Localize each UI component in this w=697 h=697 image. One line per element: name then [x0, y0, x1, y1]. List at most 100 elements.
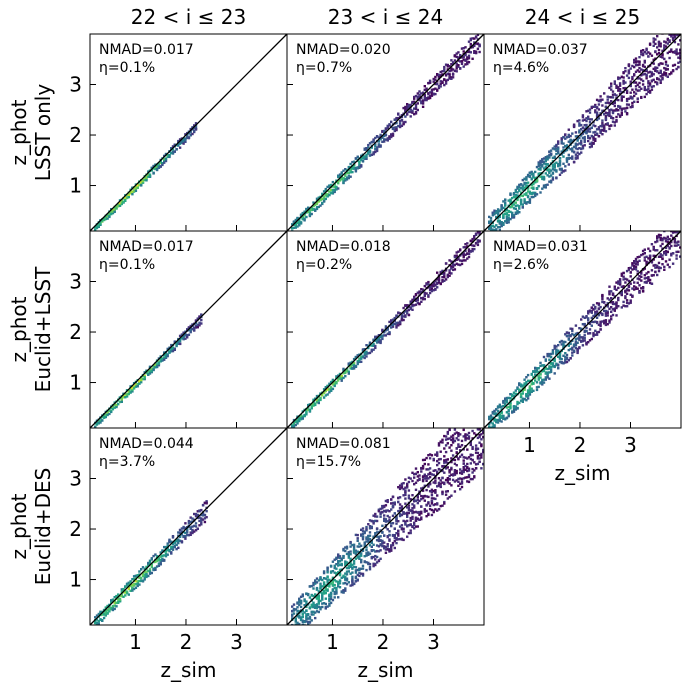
- density-cell: [553, 145, 556, 148]
- density-cell: [301, 609, 304, 612]
- density-cell: [495, 232, 497, 234]
- density-cell: [388, 123, 391, 126]
- density-cell: [342, 376, 345, 380]
- density-cell: [414, 107, 418, 110]
- density-cell: [564, 361, 567, 364]
- density-cell: [292, 603, 296, 606]
- density-cell: [329, 582, 333, 585]
- density-cell: [681, 23, 683, 25]
- density-cell: [140, 377, 143, 380]
- density-cell: [631, 262, 634, 265]
- density-cell: [507, 408, 510, 412]
- density-cell: [360, 158, 363, 162]
- density-cell: [338, 563, 342, 566]
- density-cell: [537, 168, 540, 171]
- density-cell: [351, 578, 354, 581]
- density-cell: [473, 41, 476, 44]
- density-cell: [633, 260, 636, 263]
- density-cell: [544, 172, 547, 175]
- density-cell: [681, 19, 683, 21]
- density-cell: [643, 259, 646, 262]
- density-cell: [414, 293, 418, 297]
- density-cell: [132, 385, 136, 389]
- density-cell: [168, 350, 171, 353]
- density-cell: [322, 577, 326, 580]
- density-cell: [152, 171, 155, 174]
- density-cell: [356, 573, 359, 577]
- density-cell: [525, 202, 528, 205]
- density-cell: [567, 135, 570, 138]
- density-cell: [615, 304, 618, 307]
- density-cell: [349, 367, 352, 370]
- density-cell: [338, 568, 342, 572]
- density-cell: [315, 586, 319, 590]
- density-cell: [331, 576, 335, 579]
- density-cell: [467, 40, 471, 43]
- density-cell: [326, 571, 329, 574]
- density-cell: [333, 183, 336, 186]
- density-cell: [347, 176, 350, 180]
- density-cell: [574, 147, 578, 150]
- density-cell: [314, 580, 317, 583]
- density-cell: [402, 315, 405, 318]
- density-cell: [301, 217, 304, 221]
- density-cell: [606, 123, 609, 126]
- density-cell: [186, 336, 189, 339]
- density-cell: [516, 212, 519, 215]
- density-cell: [402, 527, 405, 530]
- density-cell: [102, 616, 106, 620]
- density-cell: [634, 81, 638, 84]
- density-cell: [546, 168, 549, 171]
- density-cell: [372, 564, 375, 568]
- density-cell: [189, 516, 192, 519]
- density-cell: [610, 301, 613, 304]
- density-cell: [395, 128, 398, 131]
- density-cell: [163, 558, 166, 562]
- density-cell: [324, 589, 327, 592]
- density-cell: [171, 145, 175, 148]
- density-cell: [560, 140, 563, 144]
- density-cell: [645, 276, 648, 280]
- density-cell: [675, 14, 677, 16]
- density-cell: [576, 119, 579, 123]
- density-cell: [558, 360, 562, 364]
- density-cell: [450, 67, 453, 70]
- density-cell: [448, 65, 451, 68]
- density-cell: [478, 50, 481, 54]
- density-cell: [578, 338, 581, 342]
- density-cell: [677, 34, 680, 37]
- density-cell: [104, 414, 107, 418]
- density-cell: [407, 308, 411, 312]
- density-cell: [305, 215, 308, 219]
- density-cell: [496, 421, 500, 424]
- density-cell: [365, 147, 368, 150]
- density-cell: [303, 604, 306, 607]
- density-cell: [493, 232, 495, 234]
- density-cell: [525, 399, 528, 402]
- density-cell: [423, 294, 426, 298]
- density-cell: [643, 267, 646, 270]
- density-cell: [668, 34, 671, 36]
- density-cell: [471, 249, 474, 253]
- density-cell: [200, 519, 203, 522]
- density-cell: [120, 396, 123, 399]
- density-cell: [549, 152, 553, 155]
- density-cell: [453, 54, 457, 57]
- density-cell: [502, 216, 505, 220]
- density-cell: [478, 231, 481, 234]
- density-cell: [645, 73, 648, 76]
- density-cell: [360, 534, 363, 537]
- density-cell: [564, 358, 567, 361]
- density-cell: [539, 191, 542, 194]
- density-cell: [333, 586, 336, 590]
- density-cell: [421, 91, 425, 94]
- density-cell: [194, 515, 198, 518]
- density-cell: [383, 514, 386, 517]
- density-cell: [446, 78, 449, 82]
- density-cell: [569, 347, 572, 351]
- density-cell: [675, 15, 677, 17]
- density-cell: [177, 531, 180, 534]
- density-cell: [317, 590, 320, 593]
- density-cell: [416, 102, 419, 105]
- density-cell: [610, 85, 613, 88]
